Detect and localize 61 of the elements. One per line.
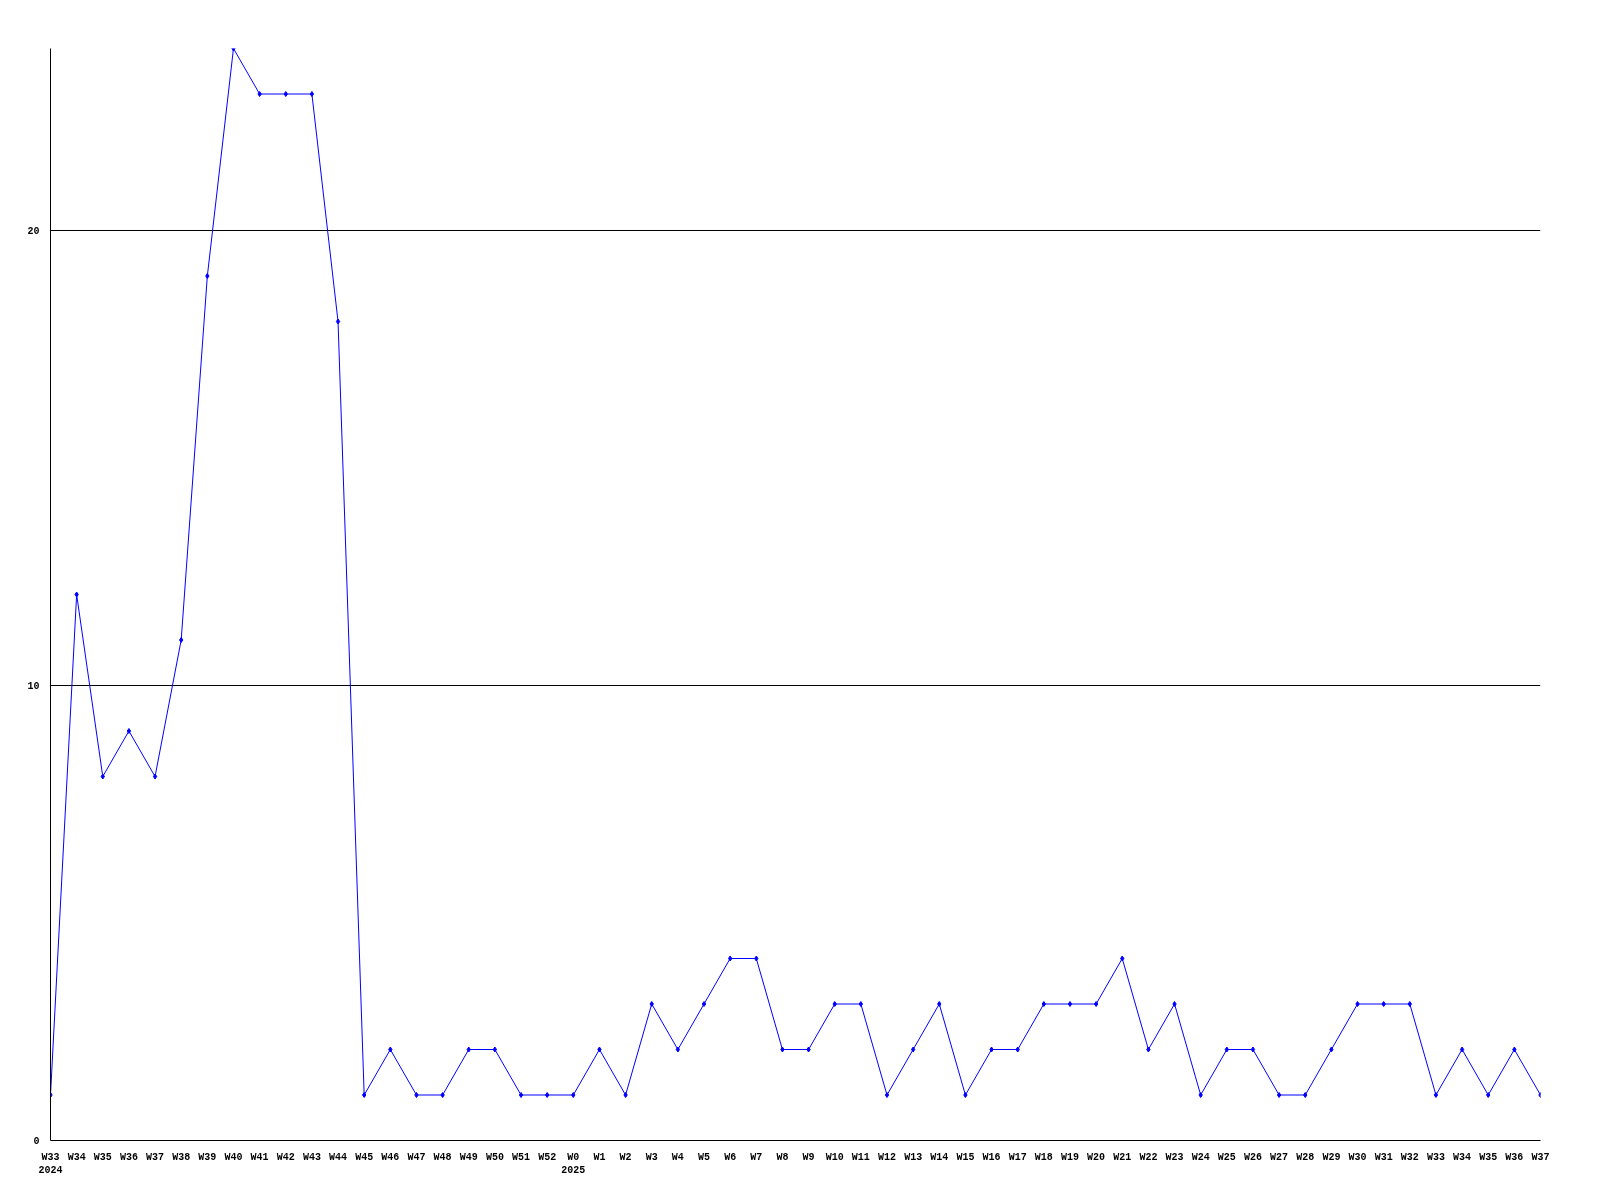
x-tick-label: W41 <box>250 1151 269 1163</box>
x-tick-label: W35 <box>93 1151 112 1163</box>
x-tick-label: W40 <box>224 1151 243 1163</box>
x-tick-label: W33 2024 <box>38 1151 63 1176</box>
x-tick-label: W9 <box>802 1151 815 1163</box>
x-tick-label: W21 <box>1113 1151 1132 1163</box>
x-tick-label: W39 <box>198 1151 217 1163</box>
x-tick-label: W50 <box>485 1151 504 1163</box>
x-tick-label: W51 <box>512 1151 531 1163</box>
x-tick-label: W35 <box>1479 1151 1498 1163</box>
x-tick-label: W34 <box>67 1151 86 1163</box>
x-tick-label: W10 <box>825 1151 844 1163</box>
x-tick-label: W0 2025 <box>561 1151 586 1176</box>
x-tick-label: W46 <box>381 1151 400 1163</box>
x-tick-label: W22 <box>1139 1151 1158 1163</box>
x-tick-label: W49 <box>459 1151 478 1163</box>
x-tick-label: W42 <box>276 1151 295 1163</box>
x-tick-label: W2 <box>619 1151 632 1163</box>
x-tick-label: W26 <box>1243 1151 1262 1163</box>
x-tick-label: W36 <box>119 1151 138 1163</box>
x-tick-label: W24 <box>1191 1151 1210 1163</box>
x-tick-label: W8 <box>776 1151 789 1163</box>
x-tick-label: W25 <box>1217 1151 1236 1163</box>
x-tick-label: W44 <box>329 1151 348 1163</box>
x-tick-label: W52 <box>538 1151 557 1163</box>
x-tick-label: W36 <box>1505 1151 1524 1163</box>
x-tick-label: W23 <box>1165 1151 1184 1163</box>
x-tick-label: W29 <box>1322 1151 1341 1163</box>
x-tick-label: W16 <box>982 1151 1001 1163</box>
x-tick-label: W17 <box>1008 1151 1027 1163</box>
x-tick-label: W48 <box>433 1151 452 1163</box>
x-tick-label: W6 <box>724 1151 737 1163</box>
y-tick-label: 0 <box>33 1136 40 1147</box>
x-tick-label: W7 <box>750 1151 763 1163</box>
x-tick-label: W37 <box>1531 1151 1550 1163</box>
x-tick-label: W1 <box>593 1151 606 1163</box>
x-tick-label: W12 <box>877 1151 897 1163</box>
x-tick-label: W27 <box>1270 1151 1289 1163</box>
x-tick-label: W28 <box>1296 1151 1315 1163</box>
x-tick-label: W33 <box>1426 1151 1445 1163</box>
x-tick-label: W4 <box>671 1151 684 1163</box>
x-tick-label: W15 <box>956 1151 975 1163</box>
x-tick-label: W5 <box>698 1151 711 1163</box>
x-tick-label: W3 <box>645 1151 658 1163</box>
y-tick-label: 20 <box>27 226 40 237</box>
x-tick-label: W14 <box>930 1151 949 1163</box>
x-tick-label: W47 <box>407 1151 426 1163</box>
x-tick-label: W37 <box>146 1151 165 1163</box>
x-tick-label: W13 <box>904 1151 923 1163</box>
x-tick-label: W20 <box>1087 1151 1106 1163</box>
x-tick-label: W45 <box>355 1151 374 1163</box>
x-tick-label: W30 <box>1348 1151 1367 1163</box>
x-tick-label: W18 <box>1034 1151 1053 1163</box>
x-tick-label: W43 <box>302 1151 321 1163</box>
x-tick-label: W32 <box>1400 1151 1419 1163</box>
x-tick-label: W11 <box>851 1151 870 1163</box>
y-tick-label: 10 <box>27 681 40 692</box>
x-tick-label: W31 <box>1374 1151 1393 1163</box>
x-tick-label: W19 <box>1060 1151 1079 1163</box>
x-tick-label: W34 <box>1453 1151 1472 1163</box>
x-tick-label: W38 <box>172 1151 191 1163</box>
